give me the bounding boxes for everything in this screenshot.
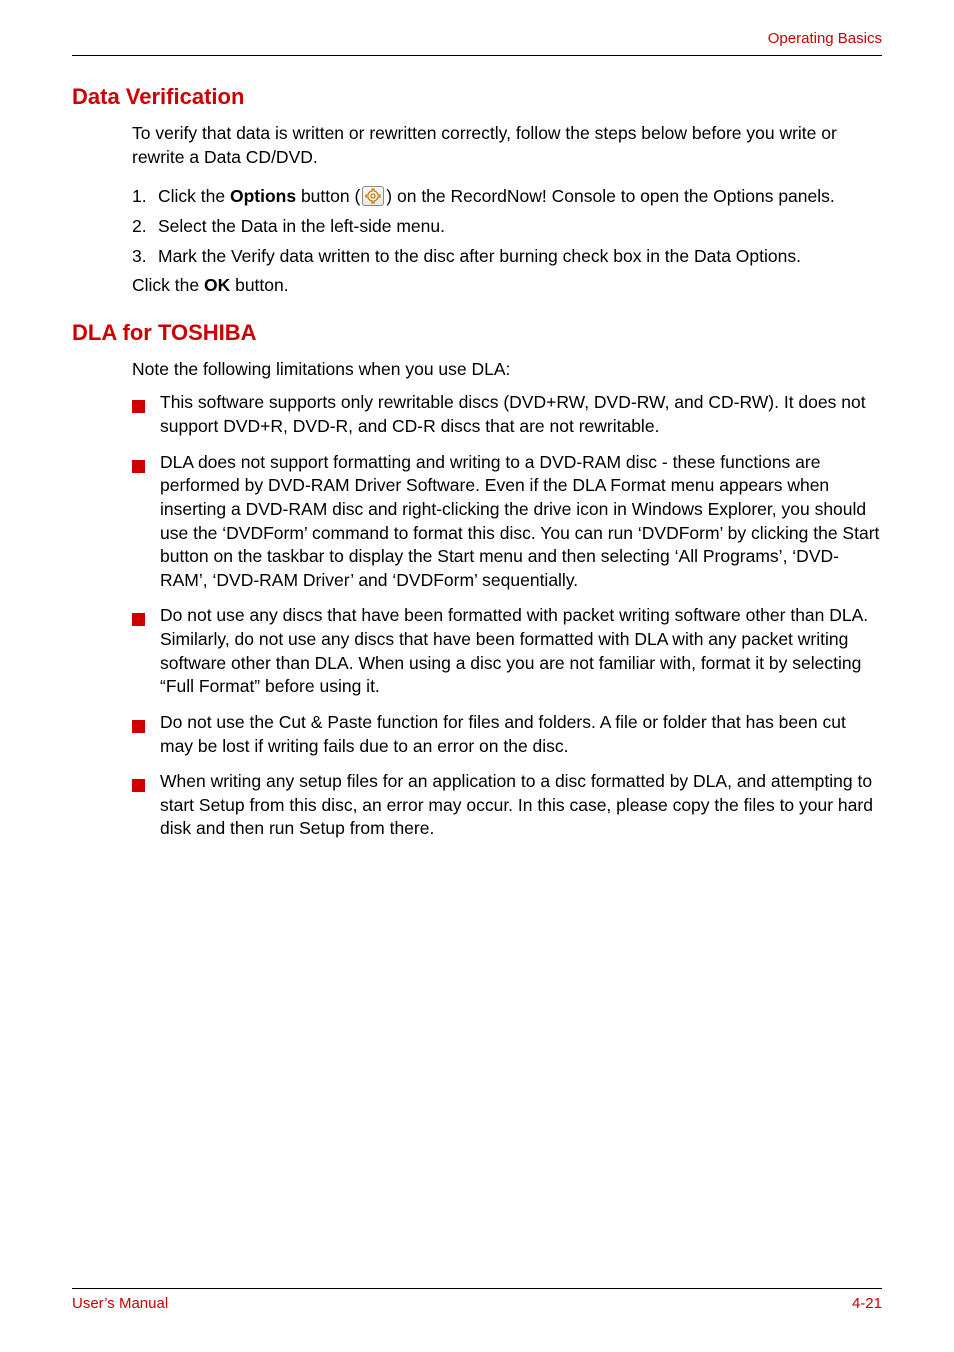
step-content: Select the Data in the left-side menu.: [158, 215, 882, 239]
step-content: Mark the Verify data written to the disc…: [158, 245, 882, 269]
header-rule: [72, 55, 882, 56]
step-content: Click the Options button ( ) on the Recor…: [158, 185, 882, 209]
list-item: When writing any setup files for an appl…: [132, 770, 882, 841]
list-item-text: Do not use the Cut & Paste function for …: [160, 711, 882, 758]
step-1: 1. Click the Options button ( ) on the Re…: [132, 185, 882, 209]
bullet-icon: [132, 711, 160, 758]
bullet-icon: [132, 604, 160, 699]
list-item: Do not use the Cut & Paste function for …: [132, 711, 882, 758]
page-content: Operating Basics Data Verification To ve…: [0, 0, 954, 841]
step-2: 2. Select the Data in the left-side menu…: [132, 215, 882, 239]
after-post: button.: [230, 275, 288, 295]
bullet-icon: [132, 391, 160, 438]
list-item-text: When writing any setup files for an appl…: [160, 770, 882, 841]
step-number: 3.: [132, 245, 158, 269]
step-number: 1.: [132, 185, 158, 209]
step1-mid: button (: [296, 186, 360, 206]
heading-data-verification: Data Verification: [72, 84, 882, 110]
step-number: 2.: [132, 215, 158, 239]
options-icon: [362, 186, 384, 206]
ordered-steps: 1. Click the Options button ( ) on the Re…: [132, 185, 882, 268]
footer-right: 4-21: [852, 1295, 882, 1312]
step1-post: ) on the RecordNow! Console to open the …: [386, 186, 834, 206]
list-item-text: DLA does not support formatting and writ…: [160, 451, 882, 593]
list-item-text: This software supports only rewritable d…: [160, 391, 882, 438]
list-item: This software supports only rewritable d…: [132, 391, 882, 438]
after-pre: Click the: [132, 275, 204, 295]
bullet-icon: [132, 770, 160, 841]
after-steps: Click the OK button.: [132, 274, 882, 298]
intro-data-verification: To verify that data is written or rewrit…: [132, 122, 882, 169]
bullet-icon: [132, 451, 160, 593]
footer: User’s Manual 4-21: [72, 1288, 882, 1312]
step1-pre: Click the: [158, 186, 230, 206]
list-item: Do not use any discs that have been form…: [132, 604, 882, 699]
heading-dla: DLA for TOSHIBA: [72, 320, 882, 346]
step-3: 3. Mark the Verify data written to the d…: [132, 245, 882, 269]
step1-bold: Options: [230, 186, 296, 206]
footer-rule: [72, 1288, 882, 1289]
list-item-text: Do not use any discs that have been form…: [160, 604, 882, 699]
intro-dla: Note the following limitations when you …: [132, 358, 882, 382]
after-bold: OK: [204, 275, 230, 295]
footer-left: User’s Manual: [72, 1295, 168, 1312]
list-item: DLA does not support formatting and writ…: [132, 451, 882, 593]
header-section-name: Operating Basics: [72, 30, 882, 47]
bullet-list: This software supports only rewritable d…: [132, 391, 882, 841]
